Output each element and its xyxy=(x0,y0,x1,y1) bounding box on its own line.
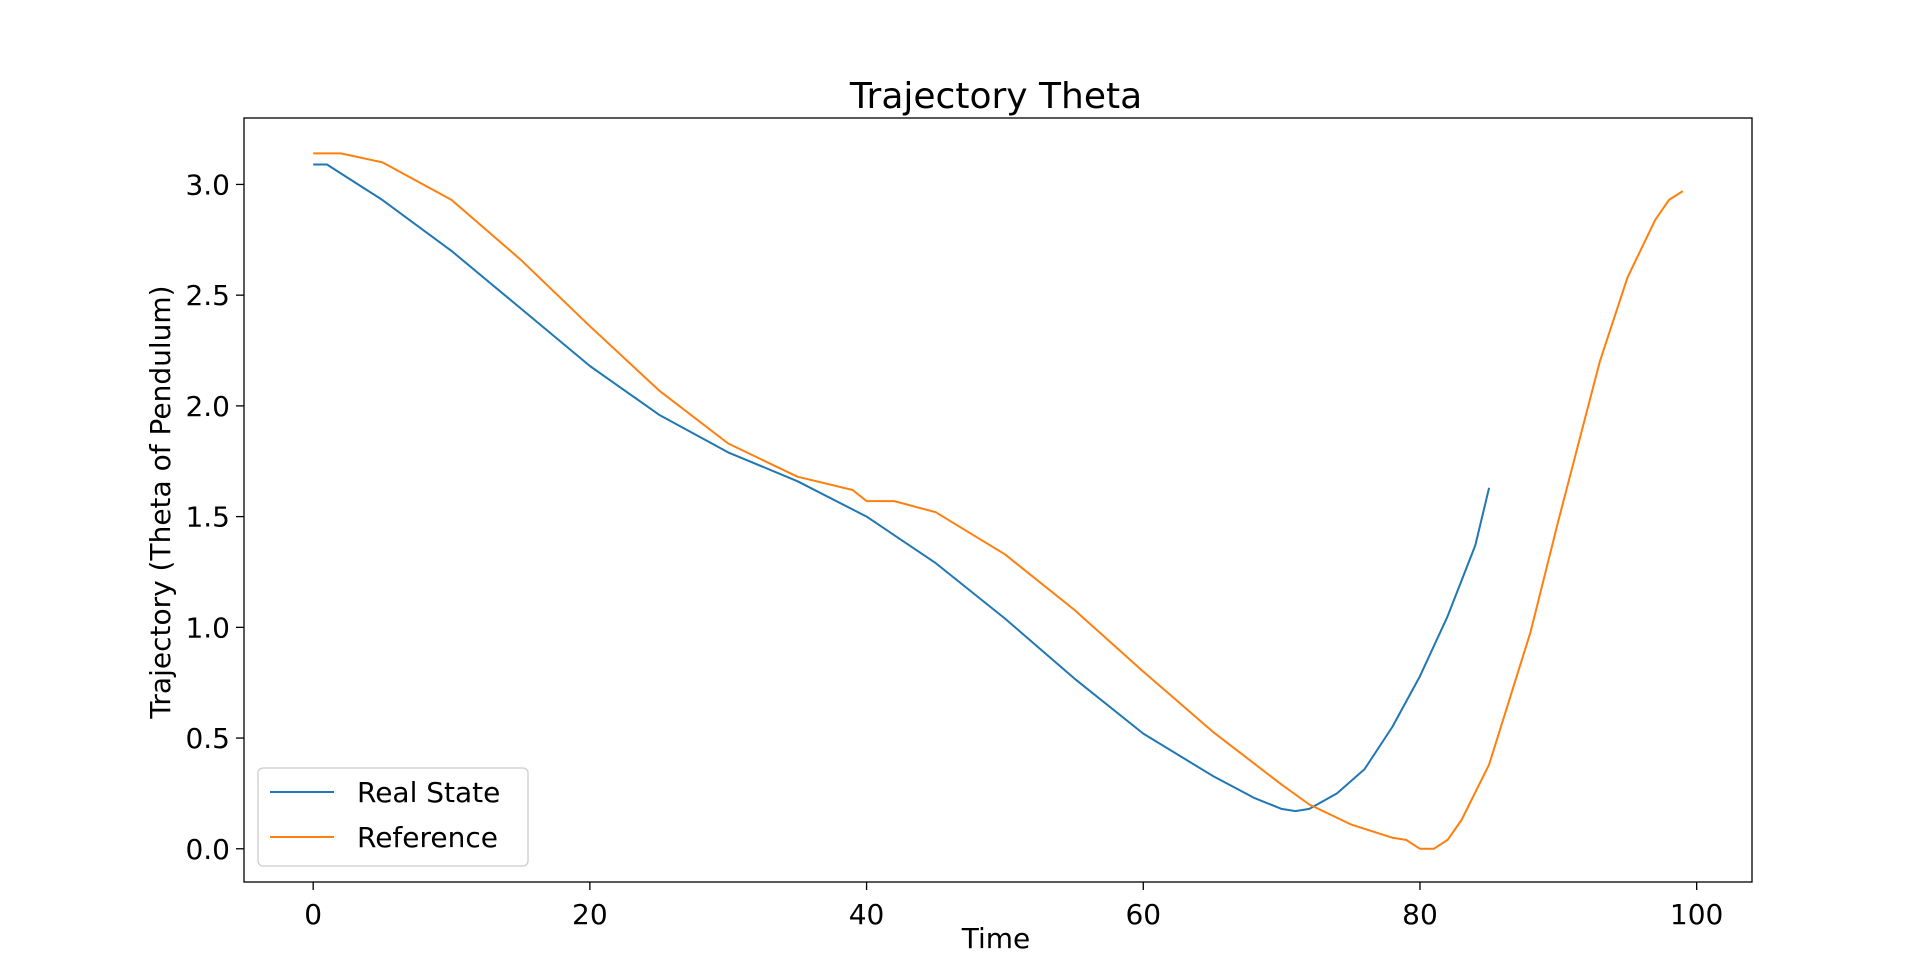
y-tick-label: 0.0 xyxy=(185,833,230,866)
series-layer xyxy=(313,152,1684,850)
legend: Real State Reference xyxy=(257,767,529,867)
y-tick-label: 3.0 xyxy=(185,168,230,201)
plot-frame xyxy=(243,117,1753,883)
x-tick-label: 0 xyxy=(304,898,322,931)
y-tick-label: 2.5 xyxy=(185,279,230,312)
chart-title: Trajectory Theta xyxy=(849,76,1142,117)
axis-ticks: 0 20 40 60 80 100 0.0 0.5 1.0 1.5 2.0 2.5 3.0 xyxy=(185,168,1723,931)
x-tick-label: 100 xyxy=(1670,898,1723,931)
series-line-1 xyxy=(313,152,1684,850)
series-line-0 xyxy=(313,163,1491,813)
y-tick-label: 1.5 xyxy=(185,501,230,534)
y-tick-label: 1.0 xyxy=(185,611,230,644)
y-axis-label: Trajectory (Theta of Pendulum) xyxy=(144,285,177,719)
x-tick-label: 40 xyxy=(849,898,885,931)
x-axis-label: Time xyxy=(961,922,1031,955)
legend-label: Reference xyxy=(357,821,498,854)
y-tick-label: 2.0 xyxy=(185,390,230,423)
legend-label: Real State xyxy=(357,776,500,809)
x-tick-label: 20 xyxy=(572,898,608,931)
plot-area xyxy=(243,117,1753,883)
x-tick-label: 60 xyxy=(1125,898,1161,931)
y-tick-label: 0.5 xyxy=(185,722,230,755)
x-tick-label: 80 xyxy=(1402,898,1438,931)
